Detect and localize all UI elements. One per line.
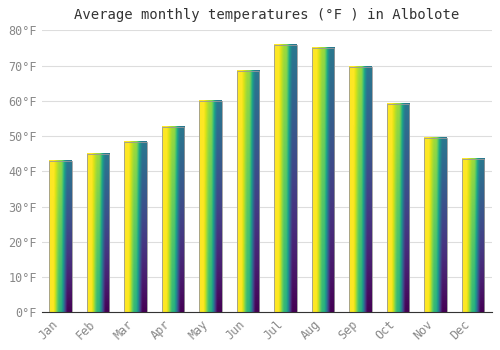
Title: Average monthly temperatures (°F ) in Albolote: Average monthly temperatures (°F ) in Al… <box>74 8 460 22</box>
Bar <box>162 127 184 313</box>
Bar <box>424 138 446 313</box>
Bar <box>49 161 72 313</box>
Bar <box>86 154 109 313</box>
Bar <box>274 44 296 313</box>
Bar <box>386 105 409 313</box>
Bar <box>462 159 484 313</box>
Bar <box>124 141 146 313</box>
Bar <box>199 101 222 313</box>
Bar <box>236 71 259 313</box>
Bar <box>312 48 334 313</box>
Bar <box>349 68 372 313</box>
